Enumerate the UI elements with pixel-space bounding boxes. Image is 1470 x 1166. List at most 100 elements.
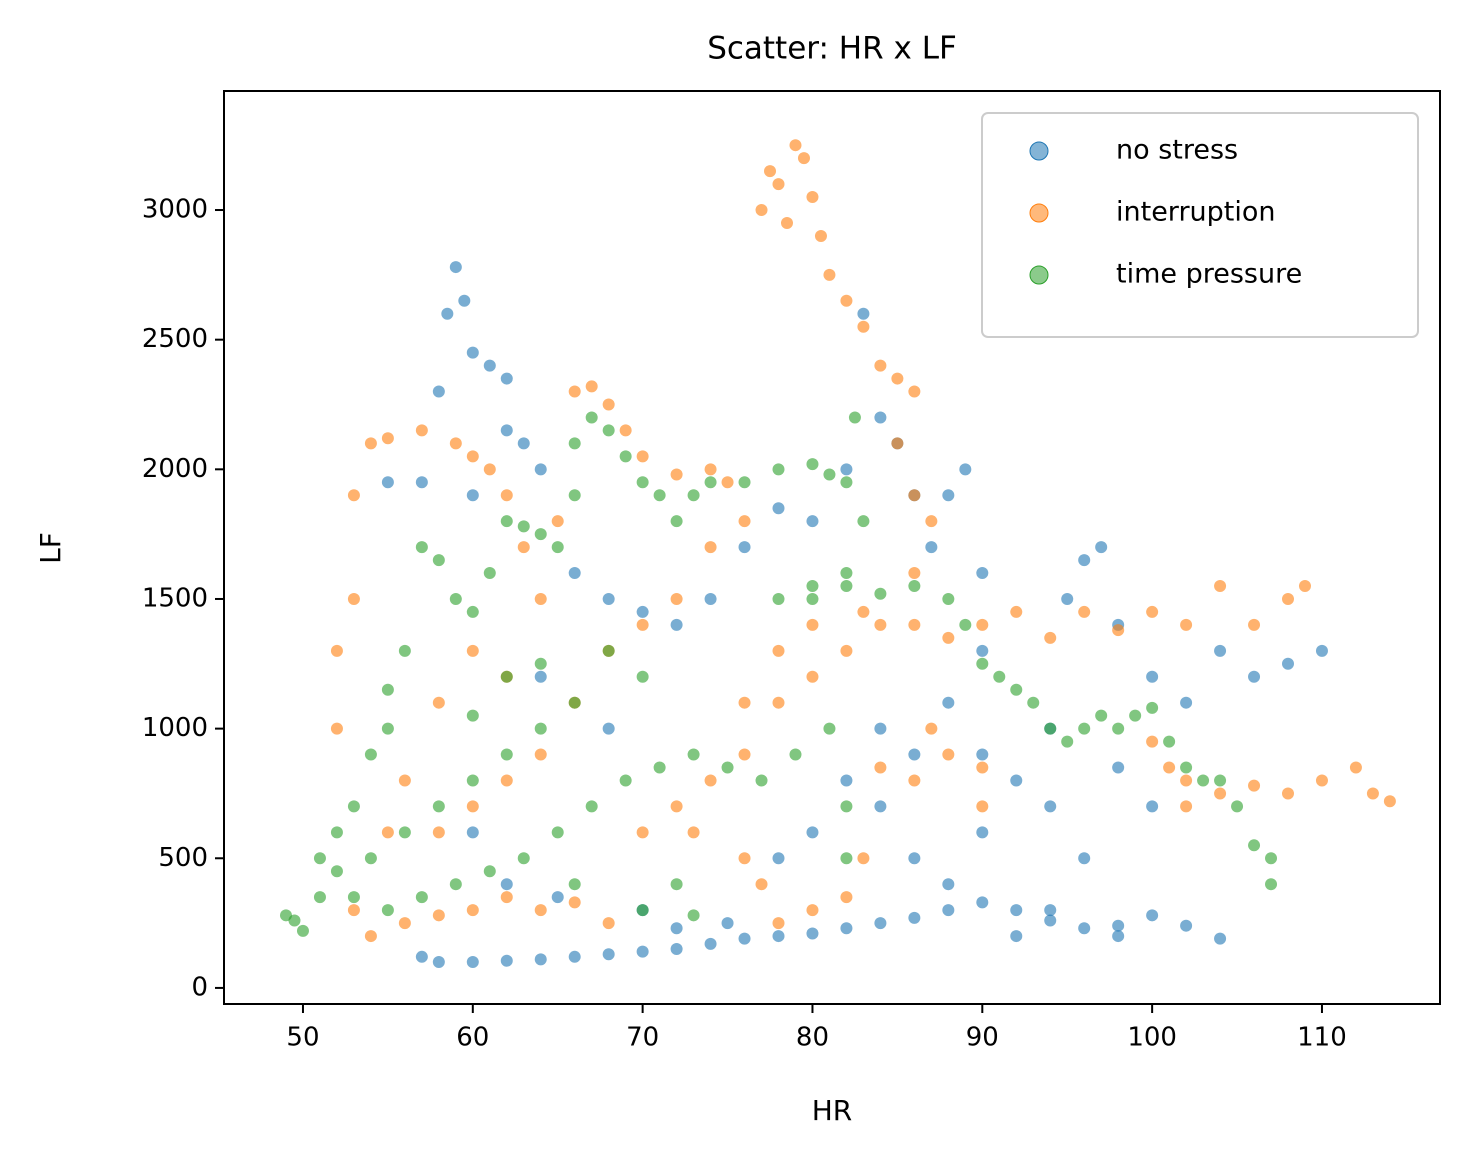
scatter-point [1248,670,1261,683]
scatter-point [874,359,887,372]
scatter-point [636,605,649,618]
scatter-point [840,644,853,657]
scatter-point [568,489,581,502]
scatter-point [687,909,700,922]
scatter-point [976,657,989,670]
scatter-point [602,644,615,657]
scatter-point [755,204,768,217]
scatter-point [840,567,853,580]
scatter-point [1282,787,1294,800]
scatter-point [466,605,479,618]
scatter-point [1265,878,1278,891]
scatter-point [483,865,496,878]
scatter-point [585,411,598,424]
scatter-point [619,450,632,463]
scatter-point [466,904,479,917]
scatter-point [1180,800,1193,813]
scatter-point [1315,774,1328,787]
scatter-point [517,520,530,533]
y-tick-label: 2500 [142,324,208,354]
scatter-point [772,696,785,709]
scatter-point [687,489,700,502]
scatter-point [755,878,768,891]
scatter-point [687,826,700,839]
scatter-point [517,541,530,554]
scatter-point [1061,592,1074,605]
scatter-point [772,592,785,605]
scatter-point [1010,605,1023,618]
scatter-point [670,515,683,528]
scatter-point [789,139,802,152]
scatter-point [449,437,462,450]
scatter-point [942,592,955,605]
scatter-point [432,385,445,398]
scatter-point [806,927,819,940]
legend-box [981,112,1419,338]
scatter-point [976,761,989,774]
scatter-point [670,800,683,813]
scatter-point [517,852,530,865]
scatter-point [1146,800,1159,813]
scatter-point [619,774,632,787]
scatter-point [432,909,445,922]
scatter-point [483,463,496,476]
scatter-point [840,476,853,489]
scatter-point [551,541,564,554]
scatter-point [908,580,921,593]
scatter-point [857,515,870,528]
scatter-point [1078,852,1091,865]
scatter-point [1112,930,1125,943]
scatter-point [432,800,445,813]
scatter-point [772,930,785,943]
scatter-point [653,489,666,502]
scatter-point [857,320,870,333]
y-tick-label: 3000 [142,195,208,225]
scatter-point [806,580,819,593]
scatter-point [840,463,853,476]
scatter-point [738,748,751,761]
scatter-point [772,178,785,191]
scatter-point [1044,914,1057,927]
scatter-point [568,696,581,709]
scatter-point [942,489,955,502]
scatter-point [874,917,887,930]
scatter-point [942,696,955,709]
scatter-point [432,554,445,567]
scatter-point [602,592,615,605]
scatter-point [840,774,853,787]
scatter-point [1027,696,1040,709]
scatter-point [602,917,615,930]
scatter-point [857,852,870,865]
scatter-point [874,761,887,774]
scatter-point [1095,541,1108,554]
scatter-point [1112,722,1125,735]
scatter-point [857,307,870,320]
scatter-point [534,528,547,541]
scatter-point [568,437,581,450]
scatter-point [670,618,683,631]
scatter-point [1146,909,1159,922]
scatter-point [1180,618,1193,631]
scatter-point [500,878,513,891]
x-tick-label: 80 [796,1023,829,1053]
plot-frame [223,90,1441,1005]
scatter-point [1265,852,1278,865]
scatter-point [1383,795,1396,808]
scatter-point [993,670,1006,683]
scatter-point [568,878,581,891]
scatter-point [1146,605,1159,618]
scatter-point [976,826,989,839]
scatter-point [823,268,836,281]
scatter-point [500,748,513,761]
scatter-point [1298,580,1311,593]
scatter-point [959,618,972,631]
scatter-point [441,307,454,320]
scatter-point [500,670,513,683]
scatter-point [738,541,751,554]
scatter-point [1282,657,1294,670]
scatter-point [1044,631,1057,644]
scatter-point [806,670,819,683]
scatter-point [636,450,649,463]
scatter-point [330,722,343,735]
